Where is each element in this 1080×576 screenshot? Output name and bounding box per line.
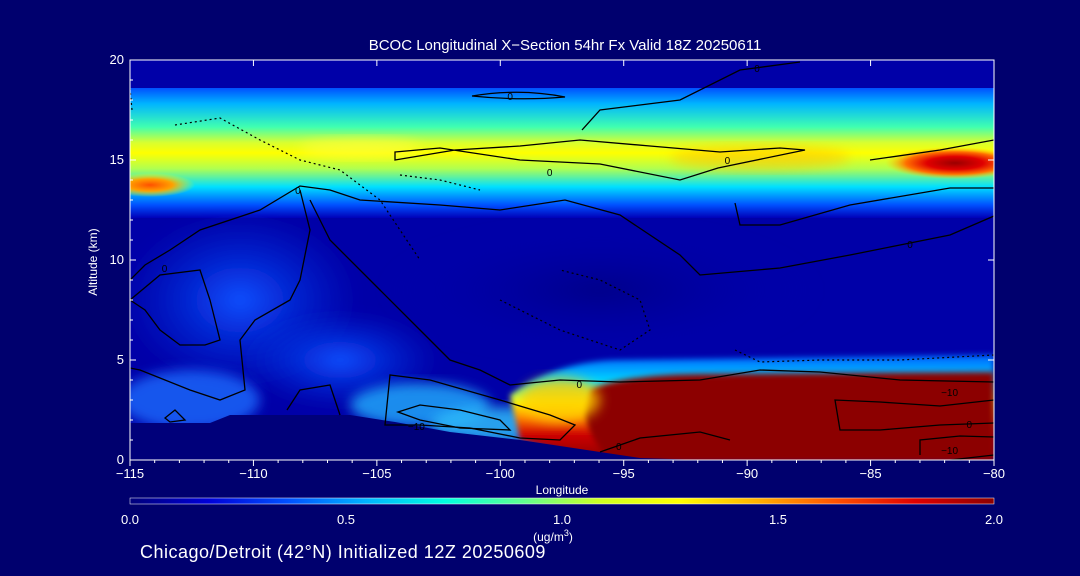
contour-label: 0 — [162, 264, 168, 275]
contour-line — [869, 139, 994, 161]
contour-label: 0 — [507, 92, 513, 103]
contour-label: 0 — [616, 442, 622, 453]
x-tick-label: −85 — [860, 466, 882, 481]
colorbar-unit-base: (ug/m — [533, 530, 564, 544]
contour-line-dashed — [174, 117, 421, 261]
x-tick-label: −80 — [983, 466, 1005, 481]
colorbar-tick-label: 0.5 — [337, 512, 355, 527]
colorbar-tick-label: 1.5 — [769, 512, 787, 527]
y-axis: 0 5 10 15 20 — [110, 52, 994, 467]
contour-line — [471, 91, 566, 100]
contour-label: 0 — [754, 64, 760, 75]
colorbar — [129, 497, 995, 505]
contour-line — [919, 435, 994, 455]
y-tick-label: 0 — [117, 452, 124, 467]
contour-line-dashed — [130, 87, 133, 111]
contour-labels: 0 0 0 0 0 0 0 0 −10 0 −10 −10 0 — [162, 64, 973, 457]
chart-title: BCOC Longitudinal X−Section 54hr Fx Vali… — [369, 37, 762, 54]
contour-label: 0 — [907, 240, 913, 251]
contour-line — [130, 185, 994, 281]
y-tick-label: 5 — [117, 352, 124, 367]
x-tick-label: −115 — [116, 466, 144, 481]
contour-label: −10 — [941, 388, 958, 399]
contour-label: 0 — [547, 168, 553, 179]
contour-lines — [130, 61, 994, 460]
contour-line — [834, 399, 994, 431]
terrain — [130, 415, 700, 460]
contour-line — [309, 199, 994, 386]
colorbar-tick-label: 1.0 — [553, 512, 571, 527]
x-tick-label: −100 — [486, 466, 515, 481]
x-tick-label: −90 — [736, 466, 758, 481]
y-axis-label: Altitude (km) — [86, 228, 100, 295]
contour-label: −10 — [408, 422, 425, 433]
colorbar-tick-label: 0.0 — [121, 512, 139, 527]
x-axis: −115 −110 −105 −100 −95 −90 −85 −80 — [116, 60, 1005, 481]
y-tick-label: 20 — [110, 52, 124, 67]
contour-line — [286, 384, 341, 416]
contour-line-dashed — [399, 174, 481, 191]
contour-line — [163, 409, 187, 423]
contour-label: 0 — [576, 380, 582, 391]
colorbar-unit: (ug/m3) — [533, 528, 573, 544]
contour-line — [130, 269, 221, 346]
contour-label: −10 — [941, 446, 958, 457]
contour-line — [949, 454, 994, 460]
contour-line-dashed — [499, 269, 651, 351]
colorbar-unit-close: ) — [569, 530, 573, 544]
dashed-contours — [130, 87, 994, 363]
contour-line — [581, 61, 801, 131]
contour-line — [734, 187, 994, 226]
y-tick-label: 10 — [110, 252, 124, 267]
x-tick-label: −110 — [239, 466, 267, 481]
contour-label: 0 — [725, 156, 731, 167]
x-axis-label: Longitude — [536, 483, 589, 497]
contour-label: 0 — [967, 420, 973, 431]
upper-band — [130, 88, 994, 218]
contour-line — [599, 431, 731, 453]
footer-caption: Chicago/Detroit (42°N) Initialized 12Z 2… — [140, 542, 546, 562]
heatmap-field — [130, 60, 994, 460]
contour-line — [130, 189, 311, 401]
colorbar-unit-superscript: 3 — [564, 528, 569, 538]
contour-line — [394, 139, 806, 181]
contour-line — [395, 404, 512, 431]
x-tick-label: −95 — [613, 466, 635, 481]
y-tick-label: 15 — [110, 152, 124, 167]
colorbar-ticks: 0.0 0.5 1.0 1.5 2.0 — [121, 512, 1003, 527]
tropopause-max-west — [130, 173, 195, 197]
tropopause-max-east — [885, 147, 994, 179]
contour-label: 0 — [295, 186, 301, 197]
colorbar-tick-label: 2.0 — [985, 512, 1003, 527]
x-tick-label: −105 — [362, 466, 391, 481]
